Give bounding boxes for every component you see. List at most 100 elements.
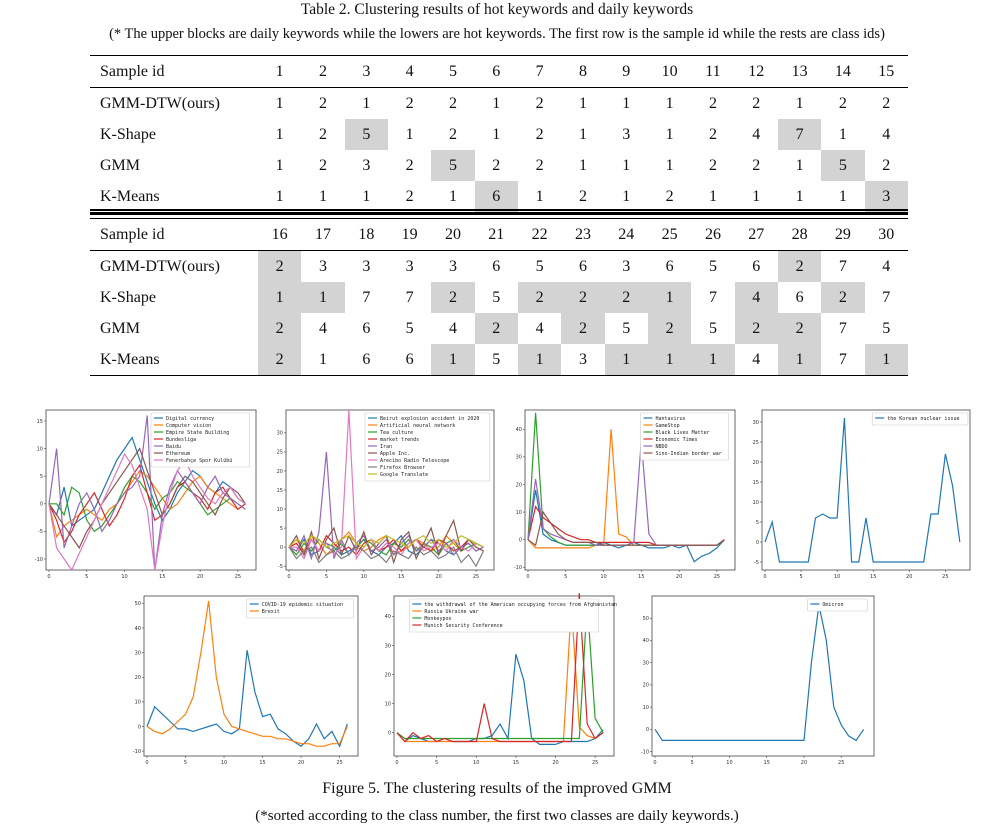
class-cell-mismatch: 5: [431, 150, 475, 181]
legend-label: Economic Times: [656, 437, 698, 443]
class-cell-mismatch: 1: [691, 344, 735, 376]
class-cell: 1: [622, 156, 631, 174]
x-tick-label: 15: [398, 574, 404, 580]
class-cell: 1: [578, 125, 587, 143]
legend-label: Russia Ukraine war: [424, 609, 478, 615]
legend-label: the Korean nuclear issue: [887, 416, 959, 422]
legend-label: Black Lives Matter: [656, 430, 710, 436]
sample-id-cell: 6: [474, 55, 518, 88]
y-tick-label: -5: [38, 529, 43, 535]
sample-id-cell: 5: [431, 55, 475, 88]
y-tick-label: 20: [753, 460, 759, 466]
class-cell: 2: [752, 94, 761, 112]
class-cell-mismatch: 2: [647, 313, 692, 344]
plot-frame: [761, 409, 971, 571]
x-tick-label: 5: [799, 574, 802, 580]
class-cell: 2: [318, 125, 327, 143]
series-line: [146, 650, 348, 748]
class-cell: 6: [665, 257, 674, 275]
x-tick-label: 25: [592, 760, 598, 766]
class-cell-mismatch: 2: [777, 313, 822, 344]
sample-id-cell: 15: [864, 55, 908, 88]
method-label: GMM-DTW(ours): [100, 257, 220, 275]
legend-box: [807, 598, 868, 612]
x-tick-label: 5: [85, 574, 88, 580]
class-cell: 1: [431, 181, 475, 213]
sample-id-cell: 25: [647, 218, 692, 251]
y-tick-label: 30: [277, 431, 283, 437]
table-row: K-Shape 1 2 5 1 2 1 2 1 3 1 2 4 7 1 4: [90, 119, 908, 150]
series-line: [288, 534, 484, 548]
x-tick-label: 5: [435, 760, 438, 766]
class-cell: 5: [622, 319, 631, 337]
y-tick-label: 10: [516, 510, 522, 516]
legend-box: [150, 412, 250, 468]
x-tick-label: 5: [184, 760, 187, 766]
method-label: K-Means: [90, 181, 258, 213]
y-tick-label: -10: [35, 557, 43, 563]
sample-id-cell: 16: [258, 218, 302, 251]
class-cell: 2: [535, 156, 544, 174]
cluster-panel-6: 0 10 20 30 40 0 5 10 15 20 25 the withdrawal of the…: [380, 592, 618, 770]
class-cell: 2: [535, 94, 544, 112]
class-cell: 2: [882, 94, 891, 112]
class-cell-mismatch: 1: [777, 344, 822, 376]
class-cell: 7: [362, 288, 371, 306]
class-cell-mismatch: 2: [431, 282, 475, 313]
class-cell-mismatch: 2: [821, 282, 865, 313]
legend-label: Monkeypox: [424, 616, 451, 622]
y-tick-label: 15: [753, 480, 759, 486]
y-tick-label: 20: [385, 672, 391, 678]
legend-label: Omicron: [822, 602, 843, 608]
series-line: [288, 534, 484, 557]
sample-id-cell: 7: [517, 55, 562, 88]
y-tick-label: -10: [641, 749, 649, 755]
results-table-daily: Sample id 1 2 3 4 5 6 7 8 9 10 11 12 13 14 15 GMM-DTW(ou…: [90, 55, 908, 213]
class-cell: 4: [448, 319, 457, 337]
legend-label: Brexit: [262, 609, 280, 615]
sample-id-cell: 3: [344, 55, 388, 88]
x-tick-label: 0: [526, 574, 529, 580]
y-tick-label: 15: [277, 488, 283, 494]
class-cell-mismatch: 6: [474, 181, 518, 213]
x-tick-label: 15: [259, 760, 265, 766]
x-tick-label: 5: [564, 574, 567, 580]
class-cell: 2: [752, 156, 761, 174]
y-tick-label: 20: [643, 683, 649, 689]
y-tick-label: 10: [753, 500, 759, 506]
legend-label: market trends: [380, 437, 419, 443]
x-tick-label: 15: [513, 760, 519, 766]
legend-box: [246, 598, 355, 619]
class-cell: 3: [622, 125, 631, 143]
class-cell: 4: [882, 257, 891, 275]
y-tick-label: 15: [37, 419, 43, 425]
class-cell: 1: [821, 181, 865, 213]
header-label: Sample id: [90, 55, 258, 88]
class-cell: 7: [882, 288, 891, 306]
class-cell: 5: [882, 319, 891, 337]
x-tick-label: 10: [600, 574, 606, 580]
class-cell: 6: [344, 344, 388, 376]
y-tick-label: 50: [643, 616, 649, 622]
series-line: [48, 452, 246, 572]
legend-label: Digital currency: [166, 416, 214, 422]
legend-label: Computer vision: [166, 423, 211, 429]
x-tick-label: 25: [942, 574, 948, 580]
class-cell-mismatch: 1: [864, 344, 908, 376]
sample-id-cell: 1: [258, 55, 302, 88]
y-tick-label: 20: [135, 675, 141, 681]
series-line: [48, 469, 246, 539]
x-tick-label: 5: [325, 574, 328, 580]
class-cell-mismatch: 1: [517, 344, 562, 376]
class-cell-mismatch: 2: [258, 250, 302, 282]
legend-label: the withdrawal of the American occupying…: [424, 602, 617, 608]
class-cell: 7: [405, 288, 414, 306]
class-cell: 1: [578, 94, 587, 112]
table-header-row: Sample id 1 2 3 4 5 6 7 8 9 10 11 12 13 14 15: [90, 55, 908, 88]
class-cell: 2: [882, 156, 891, 174]
cluster-chart-5: -10 0 10 20 30 40 50 0 5 10 15 20 25 COVID-19 epidemi…: [133, 595, 359, 766]
class-cell: 1: [275, 156, 284, 174]
y-tick-label: 40: [135, 626, 141, 632]
class-cell: 1: [405, 125, 414, 143]
y-tick-label: 10: [277, 507, 283, 513]
